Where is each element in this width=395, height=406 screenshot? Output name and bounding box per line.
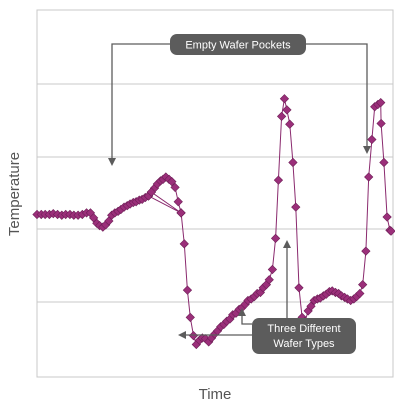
annotations: Empty Wafer Pockets Three Different Wafe…	[108, 34, 371, 354]
data-point-84	[291, 202, 301, 212]
wafer-types-label-line1: Three Different	[267, 323, 340, 335]
data-point-109	[367, 134, 377, 145]
wafer-types-arrow-mid	[241, 314, 252, 325]
empty-pockets-label: Empty Wafer Pockets	[185, 40, 291, 52]
data-point-76	[267, 264, 278, 275]
series-markers	[32, 94, 395, 350]
data-point-89	[306, 301, 316, 311]
wafer-types-callout: Three Different Wafer Types	[178, 240, 356, 354]
data-point-79	[276, 111, 287, 122]
wafer-types-label-box	[252, 318, 356, 354]
arrowhead-icon	[238, 308, 246, 316]
plot-frame	[36, 9, 394, 378]
empty-pockets-arrow-left	[111, 43, 170, 160]
data-point-75	[264, 275, 274, 285]
data-point-48	[182, 285, 193, 295]
data-point-47	[179, 239, 189, 249]
data-point-46	[176, 208, 186, 218]
data-point-83	[288, 157, 298, 168]
temperature-series	[32, 94, 395, 350]
data-point-42	[173, 197, 183, 207]
data-point-107	[361, 246, 371, 256]
empty-pockets-label-box	[170, 34, 306, 55]
data-point-45	[146, 187, 156, 197]
data-point-80	[279, 94, 290, 104]
arrowhead-icon	[178, 331, 186, 339]
data-point-49	[185, 312, 195, 323]
x-axis-title: Time	[199, 386, 232, 403]
data-point-112	[376, 98, 386, 108]
data-point-115	[382, 212, 392, 222]
grid-lines	[37, 83, 393, 303]
data-point-108	[364, 172, 374, 182]
arrowhead-icon	[283, 240, 291, 248]
arrowhead-icon	[108, 158, 116, 166]
data-point-41	[170, 182, 180, 193]
arrowhead-icon	[363, 146, 371, 154]
data-point-85	[294, 283, 304, 293]
data-point-82	[285, 119, 295, 129]
empty-pockets-arrow-right	[306, 43, 368, 148]
data-point-77	[270, 233, 281, 243]
data-point-106	[358, 280, 368, 290]
data-point-117	[386, 226, 395, 236]
data-point-105	[355, 288, 365, 299]
wafer-types-label-line2: Wafer Types	[273, 338, 335, 350]
data-point-78	[273, 175, 284, 185]
data-point-40	[167, 177, 177, 187]
series-line	[37, 98, 392, 346]
data-point-114	[379, 157, 389, 168]
y-axis-title: Temperature	[6, 152, 23, 236]
data-point-113	[376, 118, 386, 129]
data-point-81	[282, 105, 292, 115]
empty-pockets-callout: Empty Wafer Pockets	[108, 34, 371, 166]
